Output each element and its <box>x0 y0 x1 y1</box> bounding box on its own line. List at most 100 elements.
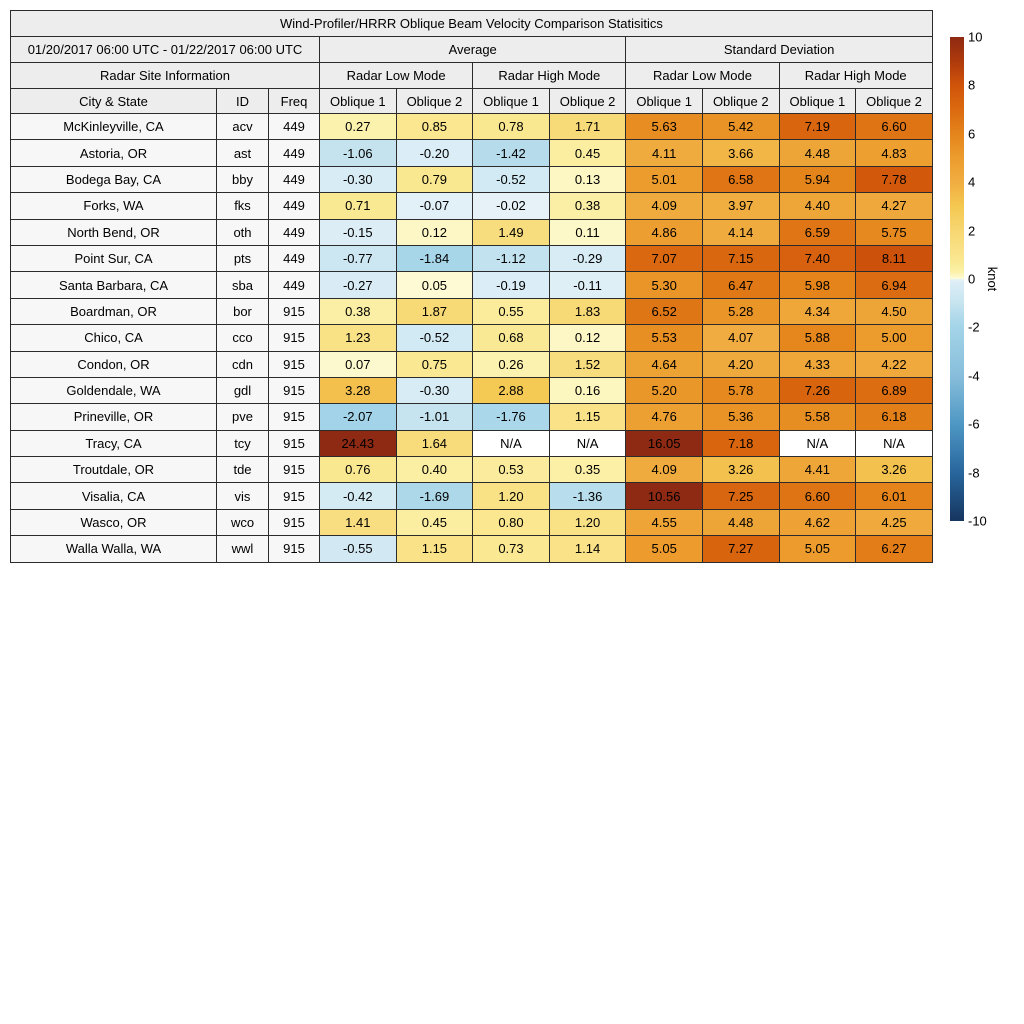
city-cell: Tracy, CA <box>10 429 217 458</box>
city-state-header: City & State <box>10 88 217 114</box>
colorbar-tick-label: 8 <box>968 77 976 93</box>
value-cell: 5.28 <box>701 297 780 326</box>
table-row: Bodega Bay, CA bby 449 -0.30 0.79 -0.52 0.13 5.… <box>10 165 933 194</box>
value-cell: -0.07 <box>395 192 474 220</box>
id-cell: ast <box>216 139 269 167</box>
value-cell: 0.73 <box>472 535 550 563</box>
value-cell: 7.40 <box>778 244 857 273</box>
table-row: Goldendale, WA gdl 915 3.28 -0.30 2.88 0.16 5.2… <box>10 376 933 405</box>
value-cell: 1.41 <box>319 508 397 537</box>
city-cell: Goldendale, WA <box>10 376 217 405</box>
mode-header-std-low: Radar Low Mode <box>625 62 780 89</box>
table-row: Forks, WA fks 449 0.71 -0.07 -0.02 0.38 4.09 3.9… <box>10 192 933 220</box>
value-cell: 0.71 <box>319 192 397 220</box>
table-row: Boardman, OR bor 915 0.38 1.87 0.55 1.83 6.52 5.… <box>10 297 933 326</box>
value-cell: N/A <box>778 429 857 458</box>
id-cell: oth <box>216 218 269 246</box>
table-row: Tracy, CA tcy 915 24.43 1.64 N/A N/A 16.05 7.18 N… <box>10 429 933 458</box>
freq-cell: 449 <box>268 271 320 299</box>
value-cell: 4.09 <box>625 456 703 484</box>
value-cell: 4.22 <box>855 350 933 378</box>
value-cell: 0.13 <box>548 165 627 194</box>
id-cell: sba <box>216 271 269 299</box>
value-cell: 5.05 <box>778 535 857 563</box>
value-cell: 0.45 <box>395 508 474 537</box>
freq-cell: 449 <box>268 112 320 141</box>
value-cell: -0.52 <box>395 324 474 352</box>
mode-header-row: Radar Site Information Radar Low Mode Ra… <box>10 62 933 89</box>
value-cell: 5.30 <box>625 271 703 299</box>
value-cell: 0.85 <box>395 112 474 141</box>
colorbar-tick-label: 4 <box>968 174 976 190</box>
id-cell: cco <box>216 324 269 352</box>
value-cell: 5.05 <box>625 535 703 563</box>
value-cell: -0.77 <box>319 244 397 273</box>
freq-cell: 449 <box>268 192 320 220</box>
mode-header-avg-low: Radar Low Mode <box>318 62 474 89</box>
value-cell: 4.48 <box>778 139 857 167</box>
value-cell: 0.79 <box>395 165 474 194</box>
city-cell: Troutdale, OR <box>10 456 217 484</box>
oblique1-header: Oblique 1 <box>778 88 857 114</box>
value-cell: 6.89 <box>855 376 933 405</box>
value-cell: 5.58 <box>778 403 857 431</box>
city-cell: Wasco, OR <box>10 508 217 537</box>
id-cell: tcy <box>216 429 269 458</box>
value-cell: 4.41 <box>778 456 857 484</box>
value-cell: -1.76 <box>472 403 550 431</box>
average-group-header: Average <box>318 36 627 63</box>
value-cell: 5.75 <box>855 218 933 246</box>
table-row: Point Sur, CA pts 449 -0.77 -1.84 -1.12 -0.29 7… <box>10 244 933 273</box>
city-cell: Prineville, OR <box>10 403 217 431</box>
freq-cell: 449 <box>268 165 320 194</box>
value-cell: -1.01 <box>395 403 474 431</box>
value-cell: 4.50 <box>855 297 933 326</box>
colorbar-tick-label: -10 <box>968 513 987 529</box>
value-cell: 0.38 <box>319 297 397 326</box>
title-row: Wind-Profiler/HRRR Oblique Beam Velocity… <box>10 10 933 37</box>
value-cell: 3.26 <box>855 456 933 484</box>
stats-table: Wind-Profiler/HRRR Oblique Beam Velocity… <box>10 10 933 563</box>
value-cell: -0.15 <box>319 218 397 246</box>
value-cell: 6.01 <box>855 482 933 510</box>
oblique1-header: Oblique 1 <box>472 88 550 114</box>
table-title: Wind-Profiler/HRRR Oblique Beam Velocity… <box>10 10 933 37</box>
value-cell: 0.35 <box>548 456 627 484</box>
table-row: Astoria, OR ast 449 -1.06 -0.20 -1.42 0.45 4.11… <box>10 139 933 167</box>
value-cell: 5.36 <box>701 403 780 431</box>
id-cell: cdn <box>216 350 269 378</box>
id-cell: bby <box>216 165 269 194</box>
city-cell: Condon, OR <box>10 350 217 378</box>
oblique2-header: Oblique 2 <box>855 88 933 114</box>
oblique2-header: Oblique 2 <box>548 88 627 114</box>
value-cell: 4.83 <box>855 139 933 167</box>
value-cell: 5.01 <box>625 165 703 194</box>
value-cell: 5.42 <box>701 112 780 141</box>
id-cell: wco <box>216 508 269 537</box>
value-cell: 1.49 <box>472 218 550 246</box>
value-cell: 0.12 <box>548 324 627 352</box>
value-cell: 7.19 <box>778 112 857 141</box>
value-cell: 0.07 <box>319 350 397 378</box>
value-cell: -1.42 <box>472 139 550 167</box>
value-cell: 3.66 <box>701 139 780 167</box>
value-cell: 7.78 <box>855 165 933 194</box>
value-cell: -0.20 <box>395 139 474 167</box>
date-range: 01/20/2017 06:00 UTC - 01/22/2017 06:00 … <box>10 36 320 63</box>
city-cell: North Bend, OR <box>10 218 217 246</box>
value-cell: 4.20 <box>701 350 780 378</box>
value-cell: -1.69 <box>395 482 474 510</box>
value-cell: 7.25 <box>701 482 780 510</box>
value-cell: 7.07 <box>625 244 703 273</box>
table-row: North Bend, OR oth 449 -0.15 0.12 1.49 0.11 4.8… <box>10 218 933 246</box>
id-cell: gdl <box>216 376 269 405</box>
value-cell: 6.59 <box>778 218 857 246</box>
freq-cell: 915 <box>268 429 320 458</box>
table-row: Visalia, CA vis 915 -0.42 -1.69 1.20 -1.36 10.5… <box>10 482 933 510</box>
value-cell: N/A <box>855 429 933 458</box>
value-cell: 1.71 <box>548 112 627 141</box>
value-cell: 0.38 <box>548 192 627 220</box>
table-row: McKinleyville, CA acv 449 0.27 0.85 0.78 1.71 5… <box>10 112 933 141</box>
id-cell: fks <box>216 192 269 220</box>
